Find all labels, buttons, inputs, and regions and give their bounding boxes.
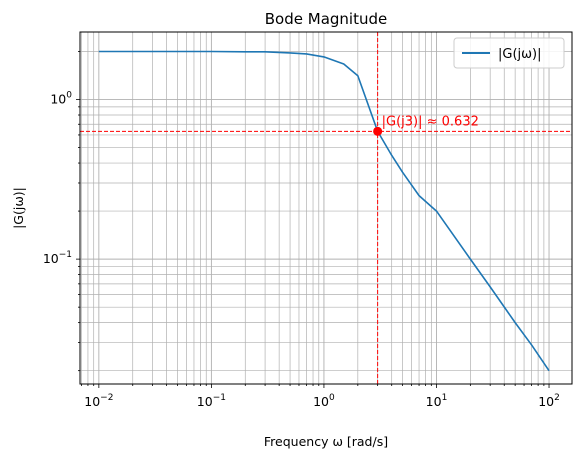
series-line-0 [98,50,550,372]
chart-title: Bode Magnitude [265,10,387,28]
x-tick-label: 101 [426,393,448,409]
marker-point [373,126,383,136]
marker-layer: |G(j3)| ≈ 0.632 [80,32,572,384]
ticks: 10−2 10−1 100 101 102 10−1 100 [43,51,560,409]
y-tick-label: 10−1 [43,250,72,266]
series-layer [98,50,550,372]
x-tick-label: 10−2 [84,393,113,409]
x-axis-label: Frequency ω [rad/s] [264,434,388,449]
plot-frame [79,31,573,385]
y-axis-label: |G(jω)| [11,187,26,229]
x-tick-label: 10−1 [197,393,226,409]
legend: |G(jω)| [453,37,565,69]
legend-box [453,37,565,69]
marker-annotation: |G(j3)| ≈ 0.632 [382,114,479,129]
x-tick-label: 100 [313,393,335,409]
y-tick-label: 100 [50,91,72,107]
grid [80,32,572,384]
x-tick-label: 102 [538,393,560,409]
legend-label: |G(jω)| [498,47,541,62]
